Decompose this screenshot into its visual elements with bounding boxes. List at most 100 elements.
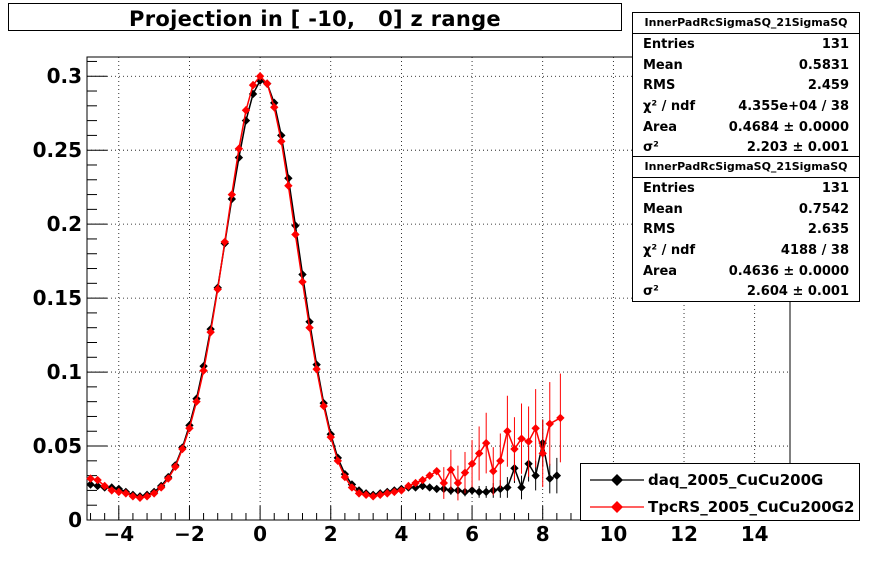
data-point	[411, 483, 420, 492]
data-point	[107, 486, 116, 495]
data-point	[474, 487, 484, 497]
legend-entry-tpcrs: TpcRS_2005_CuCu200G2	[581, 494, 859, 520]
chart-title: Projection in [ -10, 0] z range	[129, 7, 501, 31]
data-point	[503, 427, 512, 436]
y-tick-label: 0	[68, 508, 82, 532]
data-point	[248, 80, 258, 90]
stats-value: 0.7542	[798, 201, 849, 217]
data-point	[439, 478, 448, 488]
data-point	[354, 489, 364, 498]
stats-box-daq: InnerPadRcSigmaSQ_21SigmaSQ Entries 131 M…	[632, 12, 860, 158]
data-point	[114, 487, 123, 497]
data-point	[556, 413, 565, 423]
data-point	[164, 474, 173, 483]
data-point	[545, 419, 554, 429]
data-point	[319, 401, 328, 411]
stats-box-tpcrs: InnerPadRcSigmaSQ_21SigmaSQ Entries 131 M…	[632, 156, 860, 302]
data-point	[312, 360, 321, 369]
stats-row-sigma2: σ² 2.203 ± 0.001	[633, 137, 859, 158]
data-point	[93, 481, 102, 491]
data-point	[481, 438, 491, 448]
data-point	[199, 361, 208, 371]
stats-label: Area	[643, 119, 678, 135]
data-point	[156, 483, 166, 492]
data-point	[432, 466, 441, 476]
data-point	[531, 471, 540, 480]
data-point	[255, 72, 265, 81]
data-point	[524, 437, 533, 446]
data-point	[178, 444, 187, 454]
stats-value: 2.635	[807, 222, 849, 238]
data-point	[171, 462, 180, 471]
data-point	[206, 327, 215, 337]
data-point	[481, 487, 491, 497]
data-point	[298, 277, 307, 287]
stats-row-rms: RMS 2.459	[633, 75, 859, 96]
data-point	[213, 285, 222, 294]
data-point	[220, 237, 229, 247]
stats-value: 0.4636 ± 0.0000	[728, 263, 849, 279]
y-tick-label: 0.15	[33, 286, 82, 310]
stats-row-entries: Entries 131	[633, 178, 859, 199]
data-point	[100, 481, 109, 491]
stats-title: InnerPadRcSigmaSQ_21SigmaSQ	[633, 157, 859, 178]
data-point	[277, 137, 286, 146]
x-tick-label: 8	[536, 522, 550, 546]
data-point	[368, 492, 378, 501]
legend-marker-daq	[590, 474, 644, 486]
data-point	[510, 444, 519, 454]
data-point	[503, 483, 512, 492]
data-point	[474, 449, 484, 458]
stats-value: 131	[821, 37, 849, 52]
legend-label: TpcRS_2005_CuCu200G2	[648, 498, 855, 516]
stats-label: σ²	[643, 140, 659, 156]
legend: daq_2005_CuCu200G TpcRS_2005_CuCu200G2	[580, 463, 860, 521]
data-point	[411, 478, 420, 488]
stats-label: Mean	[643, 57, 683, 73]
data-point	[241, 106, 251, 115]
stats-value: 0.5831	[798, 57, 849, 73]
x-tick-label: 0	[253, 522, 267, 546]
data-point	[121, 489, 131, 498]
stats-row-area: Area 0.4636 ± 0.0000	[633, 261, 859, 282]
data-point	[333, 456, 343, 466]
stats-row-chi2: χ² / ndf 4188 / 38	[633, 240, 859, 261]
data-point	[291, 230, 300, 239]
data-point	[227, 190, 237, 199]
stats-label: χ² / ndf	[643, 243, 696, 259]
data-point	[418, 481, 427, 491]
legend-marker-tpcrs	[590, 501, 644, 513]
data-point	[234, 144, 244, 153]
data-point	[446, 486, 456, 495]
data-point	[86, 480, 95, 489]
data-series	[86, 72, 565, 503]
data-point	[305, 323, 314, 332]
data-point	[135, 493, 145, 503]
data-point	[86, 474, 95, 483]
stats-label: Area	[643, 263, 678, 279]
x-tick-label: −4	[103, 522, 134, 546]
data-point	[192, 397, 201, 406]
chart-title-box: Projection in [ -10, 0] z range	[8, 3, 622, 31]
stats-label: Entries	[643, 37, 695, 52]
data-point	[340, 472, 350, 482]
data-point	[185, 424, 194, 433]
stats-label: σ²	[643, 284, 659, 300]
stats-row-area: Area 0.4684 ± 0.0000	[633, 117, 859, 138]
data-point	[347, 483, 357, 492]
data-point	[270, 98, 279, 108]
data-point	[199, 366, 208, 375]
x-tick-label: 14	[741, 522, 769, 546]
stats-row-mean: Mean 0.7542	[633, 199, 859, 220]
data-point	[489, 466, 498, 476]
y-tick-label: 0.05	[33, 434, 82, 458]
data-point	[270, 103, 279, 112]
data-point	[467, 459, 477, 468]
x-tick-label: 4	[394, 522, 408, 546]
data-point	[404, 481, 413, 491]
stats-label: χ² / ndf	[643, 99, 696, 115]
data-point	[326, 432, 335, 442]
legend-label: daq_2005_CuCu200G	[648, 471, 824, 489]
data-point	[376, 490, 385, 500]
x-tick-label: 10	[599, 522, 627, 546]
